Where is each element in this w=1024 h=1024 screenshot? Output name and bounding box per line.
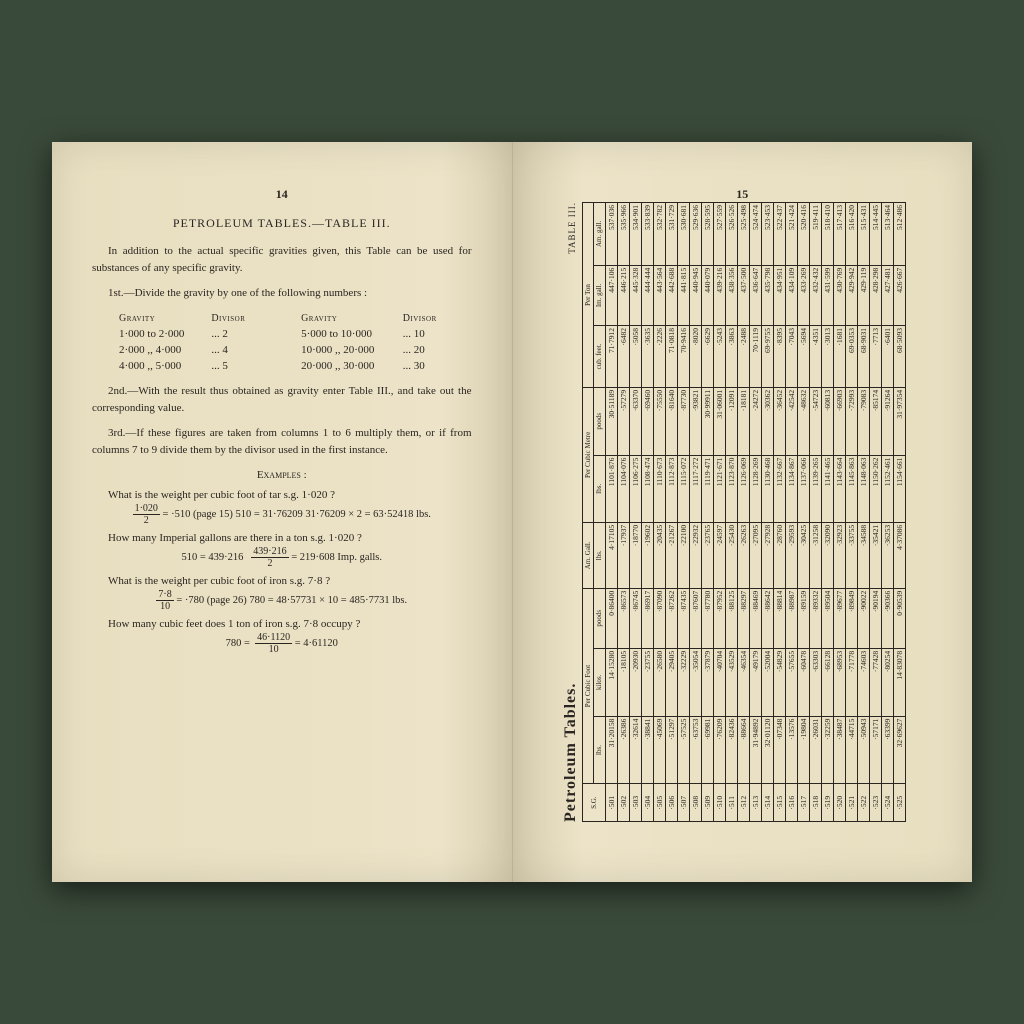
table-row: ·502·26386·18105·86573·179371104·076·572… [618,203,630,822]
table-row: ·520·38487·68953·89677·329231143·664·669… [834,203,846,822]
example-4-question: How many cubic feet does 1 ton of iron s… [92,618,472,630]
example-1-question: What is the weight per cubic foot of tar… [92,489,472,501]
table-row: ·51432·01120·52004·88642·279281130·468·3… [762,203,774,822]
divisor-table: Gravity Divisor Gravity Divisor 1·000 to… [111,310,453,375]
intro-paragraph: In addition to the actual specific gravi… [92,243,472,277]
table-subtitle: TABLE III. [567,202,577,254]
table-row: ·523·57171·77428·90194·354211150·262·851… [870,203,882,822]
page-number-right: 15 [553,187,933,202]
examples-heading: Examples : [92,469,472,481]
rotated-table-container: Petroleum Tables. TABLE III. S.G. Per Cu… [562,202,922,822]
table-row: ·510·76209·40704·87952·245971121·67131·0… [714,203,726,822]
example-2-question: How many Imperial gallons are there in a… [92,532,472,544]
table-row: ·515·07348·54829·88814·287601132·667·364… [774,203,786,822]
table-row: ·506·51297·29405·87262·212671112·873·816… [666,203,678,822]
left-page: 14 PETROLEUM TABLES.—TABLE III. In addit… [52,142,513,882]
table-header-group-row: S.G. Per Cubic Foot Am. Gall. Per Cubic … [583,203,594,822]
example-4-calc: 780 = 46·112010 = 4·61120 [92,632,472,655]
table-row: ·52532·6962714·830780·905394·370861154·6… [894,203,906,822]
divisor-head-gravity: Gravity [113,312,203,325]
right-page: 15 Petroleum Tables. TABLE III. S.G. Per… [513,142,973,882]
table-row: ·518·26031·63303·89332·312581139·265·547… [810,203,822,822]
divisor-head-divisor: Divisor [205,312,259,325]
page-title: PETROLEUM TABLES.—TABLE III. [92,216,472,231]
page-number-left: 14 [92,187,472,202]
table-row: ·508·63753·35054·87607·229321117·272·938… [690,203,702,822]
table-row: ·512·88664·46354·88297·262631126·069·181… [738,203,750,822]
table-row: ·51331·94892·49179·88469·270951128·269·2… [750,203,762,822]
example-1-calc: 1·0202 = ·510 (page 15) 510 = 31·76209 3… [92,503,472,526]
step-2: 2nd.—With the result thus obtained as gr… [92,383,472,417]
table-row: ·503·32614·20930·86745·187701106·275·633… [630,203,642,822]
divisor-row: 2·000 ,, 4·000 ... 4 10·000 ,, 20·000 ..… [113,343,451,357]
table-title: Petroleum Tables. [562,683,580,822]
table-row: ·504·38841·23755·86917·196021108·474·694… [642,203,654,822]
book-spread: 14 PETROLEUM TABLES.—TABLE III. In addit… [52,142,972,882]
table-row: ·522·50943·74603·90022·345881148·063·790… [858,203,870,822]
table-row: ·517·19804·60478·89159·304251137·066·486… [798,203,810,822]
step-3: 3rd.—If these figures are taken from col… [92,425,472,459]
table-row: ·505·45069·26580·87090·204351110·673·755… [654,203,666,822]
example-3-calc: 7·810 = ·780 (page 26) 780 = 48·57731 × … [92,589,472,612]
example-3-question: What is the weight per cubic foot of iro… [92,575,472,587]
divisor-row: 4·000 ,, 5·000 ... 5 20·000 ,, 30·000 ..… [113,359,451,373]
table-row: ·507·57525·32229·87435·221001115·072·877… [678,203,690,822]
table-row: ·521·44715·71778·89849·337551145·863·729… [846,203,858,822]
table-row: ·509·69981·37879·87780·237651119·47130·9… [702,203,714,822]
table-row: ·519·32259·66128·89504·320901141·465·608… [822,203,834,822]
step-1: 1st.—Divide the gravity by one of the fo… [92,285,472,302]
table-header-unit-row: lbs. kilos. poods lbs. lbs. poods cub. f… [594,203,605,822]
divisor-head-gravity: Gravity [295,312,395,325]
petroleum-data-table: S.G. Per Cubic Foot Am. Gall. Per Cubic … [582,202,906,822]
table-row: ·516·13576·57655·88987·295931134·867·425… [786,203,798,822]
table-row: ·524·63399·80254·90366·362531152·461·912… [882,203,894,822]
table-row: ·50131·2015814·152800·864004·171051101·8… [606,203,618,822]
example-2-calc: 510 = 439·216 439·2162 = 219·608 Imp. ga… [92,546,472,569]
table-row: ·511·82436·43529·88125·254301123·870·120… [726,203,738,822]
divisor-row: 1·000 to 2·000 ... 2 5·000 to 10·000 ...… [113,327,451,341]
divisor-head-divisor: Divisor [397,312,451,325]
